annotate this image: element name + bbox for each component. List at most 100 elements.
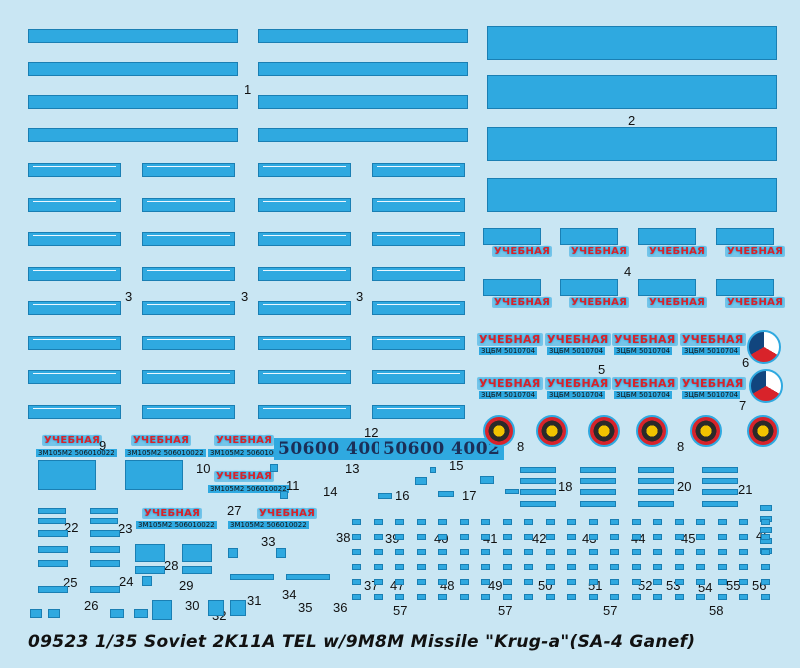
data-plate — [560, 228, 618, 245]
decal-number: 45 — [681, 531, 696, 546]
small-decal — [270, 464, 278, 472]
small-decal — [631, 534, 641, 540]
ucheb-label: УЧЕБНАЯ — [647, 297, 708, 308]
small-decal — [653, 594, 662, 600]
decal-strip — [258, 128, 468, 142]
decal-stripe — [377, 304, 460, 305]
decal-number: 8 — [517, 439, 525, 454]
decal-number: 12 — [364, 425, 379, 440]
small-decal — [459, 564, 469, 570]
ucheb-label: УЧЕБНАЯ — [214, 471, 275, 482]
serial-label: 3М105М2 506010022 — [136, 521, 217, 529]
small-decal — [631, 519, 641, 525]
ucheb-label: УЧЕБНАЯ — [477, 377, 543, 390]
decal-number: 36 — [333, 600, 348, 615]
decal-stripe — [263, 200, 346, 202]
decal-number: 13 — [345, 461, 360, 476]
decal-strip-short — [142, 301, 235, 315]
small-decal — [610, 549, 619, 555]
ucheb-label: УЧЕБНАЯ — [725, 297, 786, 308]
small-decal — [352, 549, 361, 555]
small-decal — [588, 579, 598, 585]
gdr-roundel — [483, 415, 515, 447]
decal-number: 27 — [227, 503, 242, 518]
ucheb-label: УЧЕБНАЯ — [680, 333, 746, 346]
small-decal — [717, 594, 727, 600]
small-decal — [373, 594, 383, 600]
small-decal — [580, 501, 616, 507]
small-decal — [696, 519, 705, 525]
small-decal — [631, 549, 641, 555]
ucheb-label: УЧЕБНАЯ — [612, 333, 678, 346]
decal-stripe — [377, 235, 460, 236]
gdr-roundel — [536, 415, 568, 447]
decal-number: 49 — [488, 578, 503, 593]
small-decal — [416, 564, 426, 570]
small-decal — [395, 579, 404, 585]
decal-number: 17 — [462, 488, 477, 503]
small-decal — [610, 579, 619, 585]
ucheb-label: УЧЕБНАЯ — [545, 377, 611, 390]
decal-strip-short — [28, 370, 121, 384]
small-decal — [653, 564, 662, 570]
data-plate — [716, 279, 774, 296]
decal-strip-short — [28, 163, 121, 177]
small-decal — [502, 534, 512, 540]
decal-strip-short — [372, 197, 465, 212]
small-decal — [739, 549, 748, 555]
decal-strip-short — [28, 335, 121, 350]
decal-number: 20 — [677, 479, 692, 494]
small-decal — [110, 609, 124, 618]
small-decal — [631, 579, 641, 585]
serial-label: 3ЦБМ 5010704 — [682, 391, 741, 399]
decal-stripe — [33, 407, 116, 409]
small-decal — [481, 594, 490, 600]
small-decal — [416, 579, 426, 585]
small-decal — [760, 519, 770, 525]
small-decal — [505, 489, 519, 494]
decal-number: 6 — [742, 355, 750, 370]
small-decal — [524, 519, 533, 525]
decal-strip-short — [372, 404, 465, 419]
small-decal — [580, 478, 616, 484]
small-decal — [286, 574, 330, 580]
small-decal — [502, 594, 512, 600]
ucheb-label: УЧЕБНАЯ — [492, 297, 553, 308]
decal-number: 8 — [677, 439, 685, 454]
small-decal — [430, 467, 436, 473]
small-decal — [545, 564, 555, 570]
small-decal — [38, 546, 68, 553]
gdr-roundel — [636, 415, 668, 447]
decal-number: 57 — [603, 603, 618, 618]
small-decal — [416, 594, 426, 600]
decal-stripe — [377, 269, 460, 271]
small-decal — [653, 534, 662, 540]
decal-strip-short — [258, 232, 351, 246]
small-decal — [760, 534, 770, 540]
decal-stripe — [263, 304, 346, 305]
decal-strip-short — [142, 335, 235, 350]
small-decal — [459, 519, 469, 525]
decal-panel — [487, 75, 777, 109]
decal-stripe — [147, 269, 230, 271]
ucheb-label: УЧЕБНАЯ — [492, 246, 553, 257]
decal-number: 24 — [119, 574, 134, 589]
small-decal — [524, 564, 533, 570]
serial-label: 3ЦБМ 5010704 — [682, 347, 741, 355]
small-decal — [524, 549, 533, 555]
small-decal — [438, 491, 454, 497]
small-decal — [588, 594, 598, 600]
small-decal — [610, 564, 619, 570]
serial-label: 3ЦБМ 5010704 — [479, 391, 538, 399]
decal-number: 34 — [282, 587, 297, 602]
data-plate — [125, 460, 183, 490]
decal-strip-short — [372, 266, 465, 281]
small-decal — [739, 519, 748, 525]
serial-label: 3М105М2 506010022 — [125, 449, 206, 457]
small-decal — [352, 579, 361, 585]
small-decal — [588, 534, 598, 540]
decal-number: 57 — [498, 603, 513, 618]
data-plate — [638, 279, 696, 296]
serial-label: 3М105М2 506010022 — [208, 449, 289, 457]
